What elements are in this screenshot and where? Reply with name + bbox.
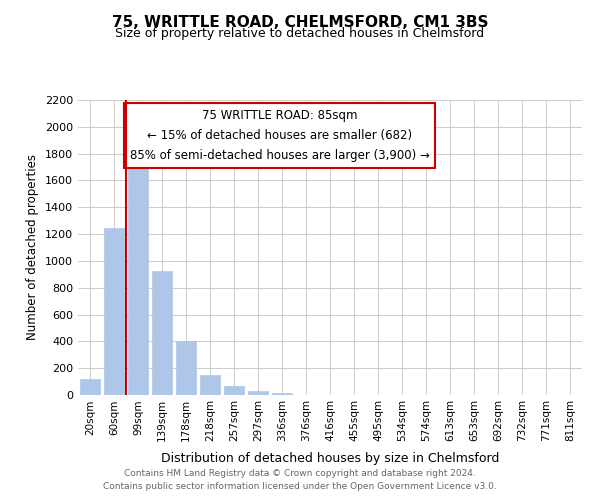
Text: Size of property relative to detached houses in Chelmsford: Size of property relative to detached ho… <box>115 28 485 40</box>
X-axis label: Distribution of detached houses by size in Chelmsford: Distribution of detached houses by size … <box>161 452 499 466</box>
Y-axis label: Number of detached properties: Number of detached properties <box>26 154 40 340</box>
Bar <box>104 228 124 395</box>
Text: 75 WRITTLE ROAD: 85sqm
← 15% of detached houses are smaller (682)
85% of semi-de: 75 WRITTLE ROAD: 85sqm ← 15% of detached… <box>130 109 430 162</box>
Bar <box>176 342 196 395</box>
Bar <box>248 391 268 395</box>
Bar <box>224 386 244 395</box>
Bar <box>200 375 220 395</box>
Bar <box>272 393 292 395</box>
Bar <box>80 379 100 395</box>
Text: Contains HM Land Registry data © Crown copyright and database right 2024.: Contains HM Land Registry data © Crown c… <box>124 468 476 477</box>
Bar <box>152 271 172 395</box>
Text: Contains public sector information licensed under the Open Government Licence v3: Contains public sector information licen… <box>103 482 497 491</box>
Bar <box>128 167 148 395</box>
Text: 75, WRITTLE ROAD, CHELMSFORD, CM1 3BS: 75, WRITTLE ROAD, CHELMSFORD, CM1 3BS <box>112 15 488 30</box>
